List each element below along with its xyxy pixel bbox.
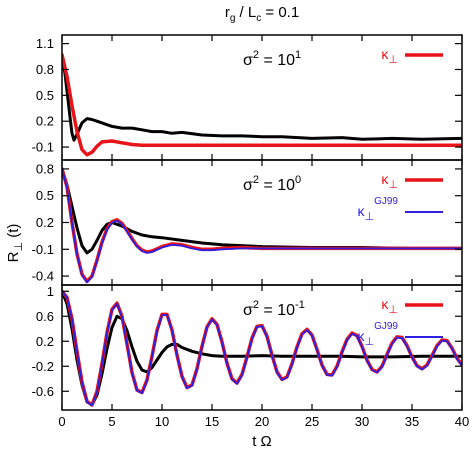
x-tick-label: 5: [108, 414, 115, 429]
legend-sup: GJ99: [374, 321, 398, 332]
sigma-annotation: σ2 = 100: [243, 174, 301, 194]
y-tick-label: -0.1: [32, 242, 54, 257]
legend-label: κ⊥ GJ99: [358, 196, 399, 223]
sigma-power: 2: [253, 299, 259, 311]
series-line-kappa: [62, 53, 462, 157]
title-tail: = 0.1: [261, 4, 299, 21]
series-line-gj99: [62, 168, 462, 284]
sigma-power: 2: [253, 174, 259, 186]
sigma-equals: = 10: [259, 52, 295, 69]
legend-kappa: κ: [381, 46, 389, 62]
y-tick-label: -0.1: [32, 140, 54, 155]
ylabel-sub: ⊥: [13, 242, 25, 252]
sigma-exponent: 1: [295, 49, 301, 61]
title-mid: / L: [235, 4, 256, 21]
y-tick-label: 0.2: [36, 114, 54, 129]
y-tick-label: 0.5: [36, 188, 54, 203]
y-tick-label: -0.2: [32, 359, 54, 374]
ylabel-main: R: [5, 251, 22, 262]
legend-label: κ⊥: [381, 171, 398, 191]
y-tick-label: 0.2: [36, 334, 54, 349]
legend-label: κ⊥: [381, 296, 398, 316]
x-tick-label: 10: [155, 414, 169, 429]
legend-sub: ⊥: [388, 179, 398, 191]
title-main: r: [225, 4, 230, 21]
y-tick-label: 0.5: [36, 88, 54, 103]
sigma-symbol: σ: [243, 52, 253, 69]
x-tick-label: 0: [58, 414, 65, 429]
ylabel-tail: (t): [5, 224, 22, 242]
legend-sup: GJ99: [374, 196, 398, 207]
legend-kappa: κ: [358, 203, 366, 219]
legend-label: κ⊥ GJ99: [358, 321, 399, 348]
legend-sub: ⊥: [365, 336, 375, 348]
sigma-equals: = 10: [259, 177, 295, 194]
sigma-exponent: -1: [295, 299, 305, 311]
x-tick-label: 35: [405, 414, 419, 429]
x-tick-label: 15: [205, 414, 219, 429]
y-tick-label: -0.6: [32, 384, 54, 399]
sigma-power: 2: [253, 49, 259, 61]
y-tick-label: 1.1: [36, 36, 54, 51]
panels: 1.10.80.50.2-0.1σ2 = 101 κ⊥0.80.50.2-0.1-…: [32, 34, 470, 429]
x-tick-label: 30: [355, 414, 369, 429]
x-tick-label: 25: [305, 414, 319, 429]
y-tick-label: 0.2: [36, 215, 54, 230]
x-tick-label: 40: [455, 414, 469, 429]
y-tick-label: 1: [47, 284, 54, 299]
series-line-sim: [62, 53, 462, 142]
legend-kappa: κ: [358, 328, 366, 344]
sigma-equals: = 10: [259, 302, 295, 319]
x-tick-label: 20: [255, 414, 269, 429]
y-tick-label: 0.8: [36, 62, 54, 77]
figure-title: rg / Lc = 0.1: [225, 4, 299, 24]
sigma-exponent: 0: [295, 174, 301, 186]
panel-top: 1.1 0.8 0.5 0.2 -0.1 σ2 = 101 κ⊥: [32, 34, 463, 161]
y-tick-label: 0.6: [36, 309, 54, 324]
legend-kappa: κ: [381, 296, 389, 312]
panel-middle: 0.80.50.2-0.1-0.4σ2 = 100 κ⊥κ⊥GJ99: [32, 159, 463, 286]
sigma-symbol: σ: [243, 302, 253, 319]
sigma-annotation: σ2 = 101: [243, 49, 301, 69]
y-tick-label: 0.8: [36, 161, 54, 176]
legend-sub: ⊥: [388, 54, 398, 66]
x-axis-label: t Ω: [252, 433, 272, 450]
y-tick-label: -0.4: [32, 269, 54, 284]
panel-bottom: 1 0.6 0.2 -0.2 -0.6 0 5 10 15 20 25 30 35 40 σ2 = 10-1…: [32, 284, 470, 429]
series-line-gj99: [62, 290, 462, 407]
sigma-annotation: σ2 = 10-1: [243, 299, 305, 319]
title-sub-c: c: [256, 13, 261, 24]
y-axis-label: R⊥ (t): [5, 224, 25, 263]
title-sub-g: g: [230, 13, 236, 24]
legend-label: κ⊥: [381, 46, 398, 66]
legend-sub: ⊥: [365, 211, 375, 223]
legend-kappa: κ: [381, 171, 389, 187]
sigma-symbol: σ: [243, 177, 253, 194]
legend-sub: ⊥: [388, 304, 398, 316]
